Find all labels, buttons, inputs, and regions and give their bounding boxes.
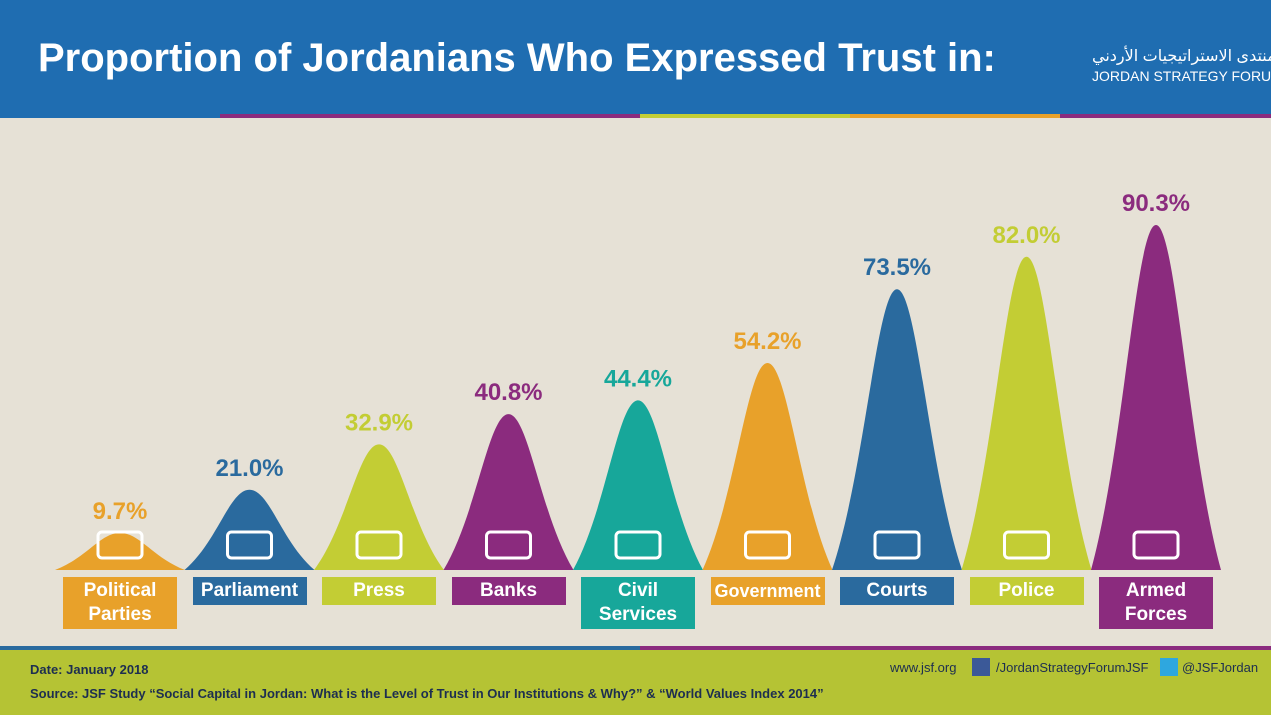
strip [220, 114, 640, 118]
value-label: 82.0% [992, 222, 1060, 249]
category-label: Parliament [192, 577, 307, 605]
peak [961, 256, 1092, 570]
logo-english: JORDAN STRATEGY FORUM [1092, 68, 1271, 84]
category-label: Armed Forces [1099, 577, 1213, 629]
peak [314, 444, 444, 570]
value-label: 40.8% [474, 379, 542, 406]
peak [1091, 225, 1221, 570]
icon [744, 530, 791, 560]
peak [702, 362, 833, 570]
strip [850, 114, 1060, 118]
strip [640, 646, 1271, 650]
value-label: 90.3% [1122, 190, 1190, 217]
icon [226, 530, 273, 560]
category-label: Banks [451, 577, 566, 605]
category-label: Civil Services [581, 577, 695, 629]
category-label: Police [969, 577, 1084, 605]
icon [614, 530, 662, 560]
date: Date: January 2018 [30, 662, 149, 677]
peak [55, 532, 185, 570]
icon [485, 530, 532, 560]
facebook-icon [972, 658, 990, 676]
peak [443, 414, 574, 570]
value-label: 32.9% [345, 409, 413, 436]
icon [873, 530, 921, 560]
category-label: Press [322, 577, 436, 605]
header: Proportion of Jordanians Who Expressed T… [0, 0, 1271, 114]
icon [1003, 530, 1050, 560]
value-label: 21.0% [215, 455, 283, 482]
icon [1132, 530, 1180, 560]
icon [355, 530, 403, 560]
twitter[interactable]: @JSFJordan [1182, 660, 1259, 675]
value-label: 54.2% [733, 328, 801, 355]
facebook[interactable]: /JordanStrategyForumJSF [996, 660, 1149, 675]
chart-title: Proportion of Jordanians Who Expressed T… [38, 36, 996, 80]
strip [640, 114, 850, 118]
peak [832, 289, 962, 570]
category-label: Government [710, 577, 825, 605]
peak [184, 489, 315, 570]
twitter-icon [1160, 658, 1178, 676]
category-label: Courts [840, 577, 954, 605]
value-label: 73.5% [863, 254, 931, 281]
icon [96, 530, 144, 560]
website[interactable]: www.jsf.org [890, 660, 957, 675]
strip [0, 646, 640, 650]
strip [0, 114, 220, 118]
category-label: Political Parties [63, 577, 177, 629]
peak [573, 400, 703, 570]
logo-arabic: منتدى الاستراتيجيات الأردني [1092, 48, 1271, 65]
footer: Date: January 2018 Source: JSF Study “So… [0, 650, 1271, 715]
value-label: 9.7% [93, 498, 148, 525]
strip [1060, 114, 1271, 118]
source: Source: JSF Study “Social Capital in Jor… [30, 686, 824, 701]
value-label: 44.4% [604, 365, 672, 392]
